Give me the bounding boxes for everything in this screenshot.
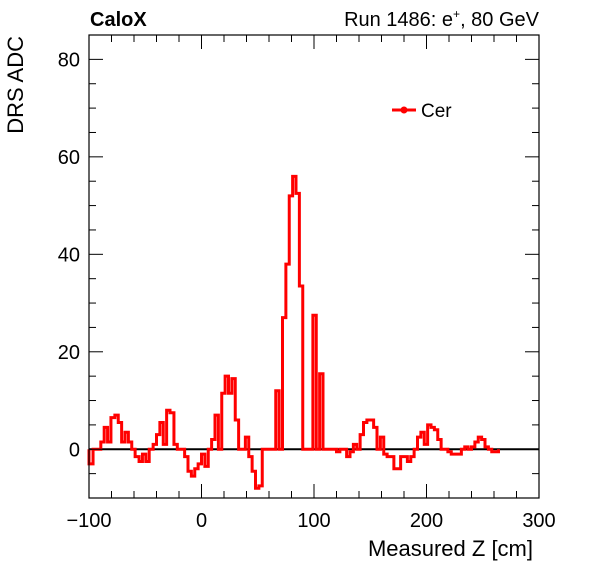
series-line-cer [87, 174, 500, 490]
x-tick-label: 100 [297, 510, 330, 532]
y-axis-label: DRS ADC [3, 36, 28, 134]
x-axis-label: Measured Z [cm] [368, 536, 533, 561]
y-tick-label: 20 [58, 342, 80, 364]
legend-label-cer: Cer [421, 101, 452, 122]
x-tick-label: −100 [66, 510, 111, 532]
y-tick-label: 0 [69, 439, 80, 461]
x-tick-label: 300 [522, 510, 555, 532]
legend-marker-cer [400, 106, 408, 114]
plot-frame [88, 34, 540, 499]
y-tick-label: 60 [58, 147, 80, 169]
x-tick-label: 200 [410, 510, 443, 532]
legend: Cer [392, 101, 452, 122]
y-tick-label: 80 [58, 49, 80, 71]
x-tick-label: 0 [196, 510, 207, 532]
y-tick-label: 40 [58, 244, 80, 266]
chart-label-right: Run 1486: e+, 80 GeV [344, 7, 540, 31]
chart-label-left: CaloX [90, 9, 147, 31]
